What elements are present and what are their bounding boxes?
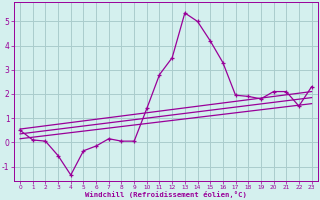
X-axis label: Windchill (Refroidissement éolien,°C): Windchill (Refroidissement éolien,°C) [85,191,247,198]
